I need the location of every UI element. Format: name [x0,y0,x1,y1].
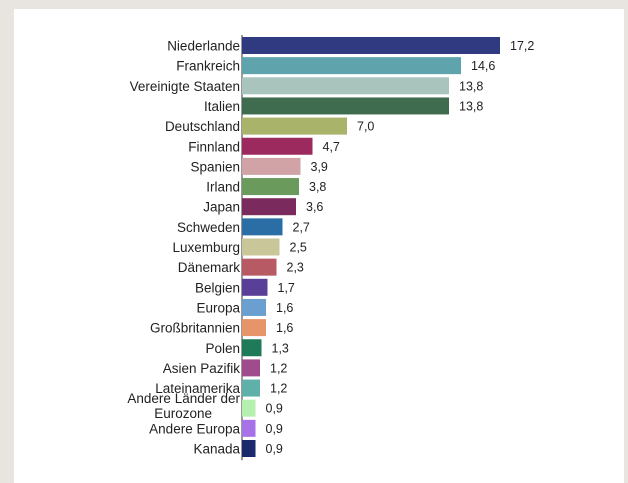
bar-18 [242,399,256,417]
bar-5 [242,137,313,155]
bar-3 [242,97,449,115]
bars-group [242,37,500,457]
value-label-8: 3,6 [306,200,323,214]
bar-20 [242,440,256,457]
category-label-3: Italien [204,99,240,114]
bar-0 [242,37,500,54]
bar-7 [242,178,299,196]
value-label-12: 1,7 [278,281,295,295]
value-label-20: 0,9 [266,442,283,456]
category-label-5: Finnland [188,139,240,154]
value-label-9: 2,7 [293,220,310,234]
category-label-18: Andere Länder der Eurozone [127,391,240,421]
value-label-14: 1,6 [276,321,293,335]
category-label-19: Andere Europa [149,421,240,436]
bar-1 [242,57,461,75]
bar-15 [242,339,262,357]
category-label-9: Schweden [177,220,240,235]
value-label-19: 0,9 [266,422,283,436]
category-label-4: Deutschland [165,119,240,134]
chart-frame: Niederlande Frankreich Vereinigte Staaten I… [14,9,624,483]
value-label-16: 1,2 [270,361,287,375]
bar-chart: Niederlande Frankreich Vereinigte Staaten I… [127,35,535,461]
category-label-13: Europa [196,300,240,315]
value-label-4: 7,0 [357,120,374,134]
bar-4 [242,117,347,135]
bar-6 [242,157,301,175]
value-label-18: 0,9 [266,402,283,416]
value-label-7: 3,8 [309,180,326,194]
category-label-7: Irland [206,180,240,195]
bar-13 [242,298,266,316]
value-label-13: 1,6 [276,301,293,315]
value-label-10: 2,5 [290,241,307,255]
category-label-12: Belgien [195,280,240,295]
bar-12 [242,278,268,296]
value-label-11: 2,3 [287,261,304,275]
category-label-11: Dänemark [178,260,241,275]
bar-16 [242,359,260,377]
category-label-10: Luxemburg [172,240,240,255]
value-label-5: 4,7 [323,140,340,154]
category-label-1: Frankreich [176,59,240,74]
value-label-1: 14,6 [471,59,495,73]
category-label-2: Vereinigte Staaten [130,79,240,94]
value-label-15: 1,3 [272,341,289,355]
value-label-2: 13,8 [459,79,483,93]
category-label-15: Polen [205,341,240,356]
category-label-20: Kanada [193,442,240,457]
bar-17 [242,379,260,397]
category-label-6: Spanien [190,159,240,174]
bar-14 [242,319,266,337]
bar-9 [242,218,283,236]
category-label-16: Asien Pazifik [163,361,241,376]
value-label-0: 17,2 [510,39,534,53]
value-label-3: 13,8 [459,99,483,113]
value-label-6: 3,9 [311,160,328,174]
category-label-17: Lateinamerika [155,381,240,396]
category-label-14: Großbritannien [150,321,240,336]
value-label-17: 1,2 [270,382,287,396]
bar-2 [242,77,449,95]
category-label-0: Niederlande [167,39,240,54]
category-labels-group: Niederlande Frankreich Vereinigte Staaten I… [127,39,240,457]
bar-11 [242,258,277,276]
bar-19 [242,419,256,437]
bar-10 [242,238,280,256]
category-label-8: Japan [203,200,240,215]
bar-8 [242,198,296,216]
value-labels-group: 17,2 14,6 13,8 13,8 7,0 4,7 3,9 3,8 3,6 2,7 2,5 2,3… [266,39,535,456]
